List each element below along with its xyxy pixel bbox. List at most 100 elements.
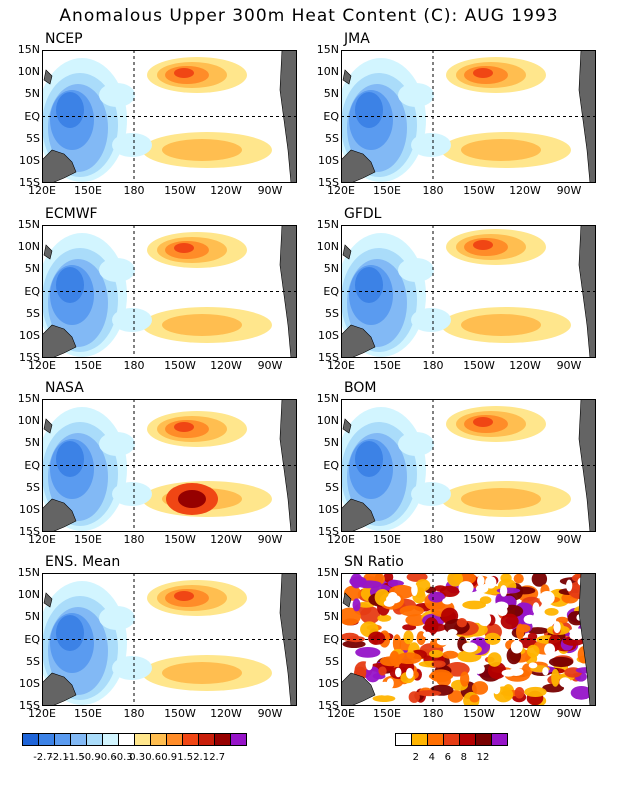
anomaly-contour bbox=[416, 690, 442, 697]
longitude-tick-label: 120W bbox=[210, 359, 242, 372]
anomaly-contour bbox=[532, 602, 540, 615]
anomaly-contour bbox=[499, 585, 508, 597]
anomaly-contour bbox=[56, 615, 84, 651]
latitude-tick-label: 10N bbox=[17, 240, 40, 254]
anomaly-contour bbox=[342, 640, 366, 649]
colorbar-tick-label: -0.6 bbox=[97, 752, 117, 763]
map-plot bbox=[42, 399, 297, 532]
longitude-tick-label: 120E bbox=[28, 359, 56, 372]
anomaly-contour bbox=[510, 640, 523, 654]
anomaly-contour bbox=[341, 607, 361, 626]
map-plot bbox=[341, 50, 596, 183]
latitude-tick-label: 10S bbox=[19, 502, 40, 516]
latitude-tick-label: EQ bbox=[323, 632, 339, 646]
latitude-tick-label: 15N bbox=[17, 392, 40, 405]
sn-ratio-colorbar bbox=[395, 733, 508, 746]
latitude-tick-label: 15S bbox=[318, 699, 339, 712]
map-panel: ECMWF bbox=[42, 206, 297, 358]
latitude-tick-label: 5N bbox=[24, 436, 40, 450]
longitude-tick-label: 180 bbox=[422, 533, 444, 546]
latitude-tick-label: 15N bbox=[316, 43, 339, 56]
anomaly-contour bbox=[428, 672, 454, 681]
colorbar-swatch bbox=[150, 733, 167, 746]
longitude-tick-label: 150E bbox=[74, 533, 102, 546]
anomaly-contour bbox=[398, 258, 434, 282]
panel-title: NCEP bbox=[45, 31, 83, 47]
anomaly-contour bbox=[555, 616, 569, 624]
anomaly-contour bbox=[398, 432, 434, 456]
anomaly-contour bbox=[527, 632, 538, 641]
latitude-tick-label: 10S bbox=[318, 328, 339, 342]
anomaly-contour bbox=[355, 92, 383, 128]
colorbar-swatch bbox=[427, 733, 444, 746]
figure-title: Anomalous Upper 300m Heat Content (C): A… bbox=[59, 6, 559, 26]
anomaly-contour bbox=[405, 667, 414, 679]
anomaly-contour bbox=[174, 422, 194, 432]
anomaly-contour bbox=[501, 669, 516, 677]
anomaly-contour bbox=[399, 605, 424, 617]
colorbar-tick-label: 8 bbox=[460, 752, 467, 763]
longitude-tick-label: 150E bbox=[373, 184, 401, 197]
new-guinea-landmass bbox=[341, 149, 376, 183]
colorbar-swatch bbox=[198, 733, 215, 746]
longitude-tick-label: 150W bbox=[164, 707, 196, 720]
anomaly-contour bbox=[112, 482, 152, 506]
longitude-tick-label: 150E bbox=[74, 707, 102, 720]
latitude-tick-label: EQ bbox=[323, 109, 339, 123]
colorbar-tick-label: 6 bbox=[444, 752, 451, 763]
new-guinea-landmass bbox=[42, 672, 77, 706]
panel-title: GFDL bbox=[344, 206, 382, 222]
latitude-tick-label: 10N bbox=[316, 414, 339, 428]
longitude-tick-label: 90W bbox=[556, 359, 582, 372]
new-guinea-landmass bbox=[42, 149, 77, 183]
anomaly-contour bbox=[112, 656, 152, 680]
colorbar-swatch bbox=[411, 733, 428, 746]
latitude-tick-label: 15N bbox=[316, 218, 339, 231]
anomaly-contour bbox=[484, 632, 501, 645]
anomaly-contour bbox=[392, 634, 402, 652]
anomaly-contour bbox=[162, 314, 242, 336]
map-frame bbox=[341, 50, 596, 183]
anomaly-contour bbox=[415, 579, 431, 592]
latitude-tick-label: 5S bbox=[325, 654, 339, 668]
anomaly-contour bbox=[424, 617, 439, 636]
latitude-tick-label: 10S bbox=[19, 328, 40, 342]
colorbar-swatch bbox=[395, 733, 412, 746]
panel-title: NASA bbox=[45, 380, 84, 396]
anomaly-contour bbox=[461, 314, 541, 336]
philippines-landmass bbox=[342, 418, 352, 434]
longitude-tick-label: 180 bbox=[422, 359, 444, 372]
colorbar-swatch bbox=[475, 733, 492, 746]
anomaly-contour bbox=[475, 584, 489, 594]
anomaly-contour bbox=[355, 646, 381, 658]
longitude-tick-label: 120E bbox=[327, 707, 355, 720]
anomaly-contour bbox=[99, 83, 135, 107]
anomaly-contour bbox=[516, 624, 531, 633]
longitude-tick-label: 150E bbox=[373, 359, 401, 372]
longitude-tick-label: 120W bbox=[210, 533, 242, 546]
colorbar-tick-label: 1.5 bbox=[177, 752, 194, 763]
anomaly-contour bbox=[473, 68, 493, 78]
anomaly-contour bbox=[548, 656, 574, 668]
map-frame bbox=[341, 399, 596, 532]
colorbar-swatch bbox=[491, 733, 508, 746]
anomaly-contour bbox=[365, 666, 381, 683]
anomaly-contour bbox=[461, 139, 541, 161]
longitude-tick-label: 120E bbox=[28, 707, 56, 720]
latitude-tick-label: 5N bbox=[24, 610, 40, 624]
colorbar-swatch bbox=[166, 733, 183, 746]
anomaly-contour bbox=[477, 575, 485, 587]
anomaly-contour bbox=[378, 666, 387, 676]
anomaly-contour bbox=[459, 671, 470, 687]
longitude-tick-label: 120W bbox=[210, 184, 242, 197]
anomaly-contour bbox=[411, 133, 451, 157]
anomaly-contour bbox=[494, 601, 509, 611]
longitude-tick-label: 90W bbox=[257, 359, 283, 372]
longitude-tick-label: 150W bbox=[463, 359, 495, 372]
philippines-landmass bbox=[342, 244, 352, 260]
anomaly-contour bbox=[378, 681, 392, 696]
latitude-tick-label: 5S bbox=[325, 480, 339, 494]
anomaly-contour bbox=[411, 308, 451, 332]
colorbar-swatch bbox=[214, 733, 231, 746]
latitude-tick-label: 15N bbox=[316, 566, 339, 579]
